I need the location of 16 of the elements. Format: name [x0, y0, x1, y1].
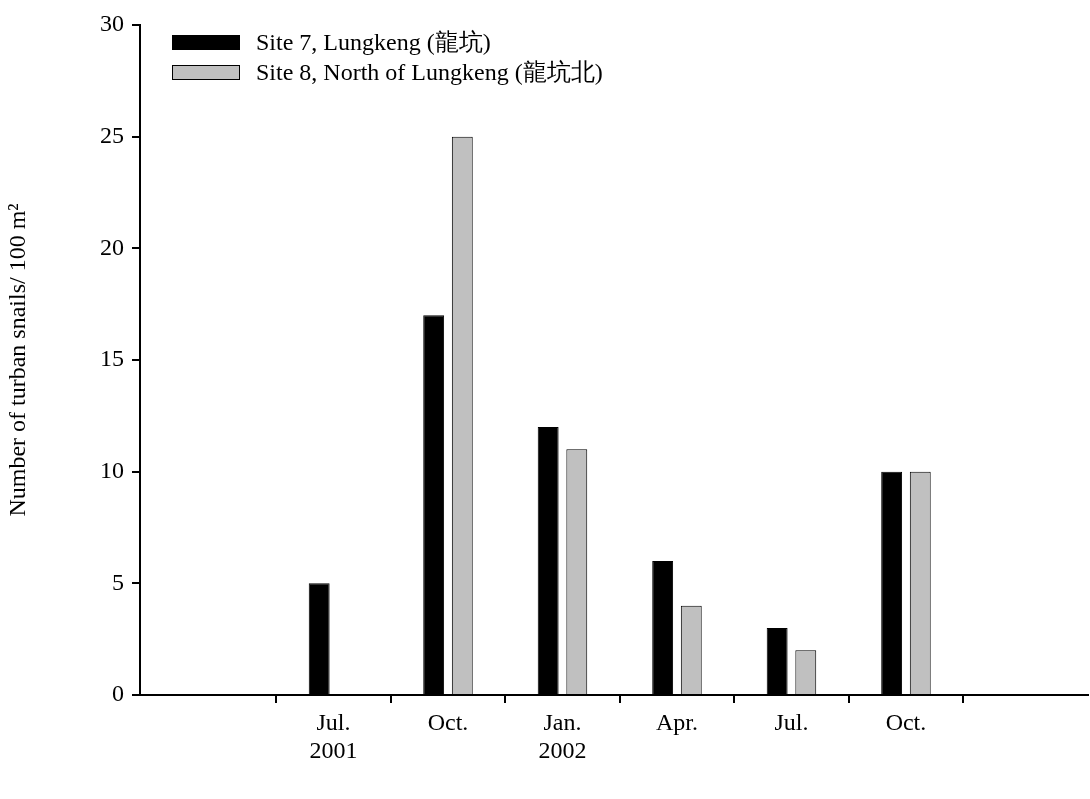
y-tick-label: 10: [100, 456, 124, 483]
x-tick-label: Apr.: [655, 708, 698, 735]
x-tick-label: Jul.: [774, 708, 809, 735]
x-tick-label: Oct.: [427, 708, 469, 735]
y-tick-label: 5: [112, 568, 124, 595]
x-tick-label: Jul. 2001: [309, 708, 358, 764]
legend-label: Site 8, North of Lungkeng (龍坑北): [256, 58, 603, 87]
x-tick-label: Oct.: [885, 708, 927, 735]
legend-label: Site 7, Lungkeng (龍坑): [256, 28, 491, 57]
y-axis-title: Number of turban snails/ 100 m²: [3, 203, 30, 517]
y-tick-label: 15: [100, 345, 124, 372]
x-tick-label: Jan. 2002: [538, 708, 587, 764]
y-tick-label: 30: [100, 10, 124, 37]
y-tick-label: 20: [100, 233, 124, 260]
y-tick-label: 0: [112, 680, 124, 707]
y-tick-label: 25: [100, 121, 124, 148]
